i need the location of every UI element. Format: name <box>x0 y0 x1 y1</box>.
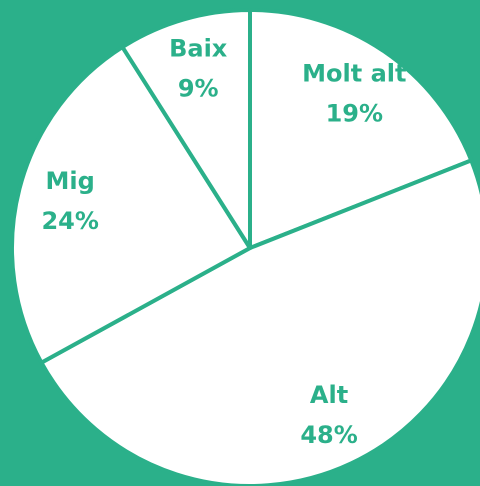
slice-value-label: 9% <box>178 75 219 103</box>
slice-value-label: 24% <box>41 207 98 235</box>
slice-value-label: 48% <box>300 421 357 449</box>
pie-slice <box>39 158 480 486</box>
pie-slice <box>120 8 252 250</box>
slice-label: Mig <box>46 167 95 195</box>
slice-label: Baix <box>169 35 228 63</box>
pie-slice <box>248 8 474 250</box>
pie-slice <box>10 45 252 365</box>
slice-label: Alt <box>310 381 348 409</box>
slice-value-label: 19% <box>326 99 383 127</box>
slice-label: Molt alt <box>302 59 406 87</box>
